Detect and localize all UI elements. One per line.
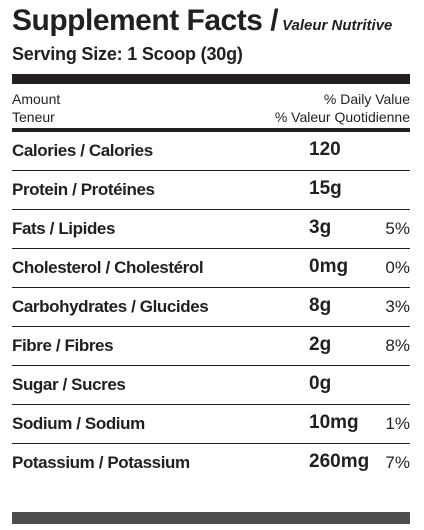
nutrient-amount: 8g [309,295,332,316]
nutrient-name: Fats / Lipides [12,219,116,238]
nutrient-row: Protein / Protéines 15g [12,171,410,210]
nutrient-daily-value: 7% [385,453,410,472]
nutrient-name: Calories / Calories [12,141,153,160]
nutrient-amount: 120 [309,139,341,160]
bottom-divider [12,512,410,524]
column-header: Amount Teneur % Daily Value % Valeur Quo… [12,84,410,128]
panel-title: Supplement Facts / Valeur Nutritive [12,4,410,40]
nutrient-name: Protein / Protéines [12,180,155,199]
daily-value-header-en: % Daily Value [323,91,410,107]
nutrient-row: Carbohydrates / Glucides 8g 3% [12,288,410,327]
nutrient-row: Potassium / Potassium 260mg 7% [12,444,410,483]
nutrient-list: Calories / Calories 120 Protein / Protéi… [12,132,410,483]
nutrient-amount: 3g [309,217,332,238]
nutrient-row: Sugar / Sucres 0g [12,366,410,405]
amount-header-fr: Teneur [12,109,55,125]
nutrient-daily-value: 8% [385,336,410,355]
nutrient-name: Carbohydrates / Glucides [12,297,209,316]
top-divider [12,74,410,84]
nutrient-row: Sodium / Sodium 10mg 1% [12,405,410,444]
amount-header: Amount Teneur [12,90,60,126]
daily-value-header-fr: % Valeur Quotidienne [274,109,410,125]
nutrient-amount: 2g [309,334,332,355]
nutrient-daily-value: 5% [385,219,410,238]
nutrient-amount: 0g [309,373,332,394]
header-divider [12,128,410,132]
nutrient-name: Potassium / Potassium [12,453,190,472]
nutrient-name: Sodium / Sodium [12,414,145,433]
nutrient-row: Calories / Calories 120 [12,132,410,171]
title-main: Supplement Facts / [12,4,279,37]
nutrient-daily-value: 0% [385,258,410,277]
nutrient-daily-value: 3% [385,297,410,316]
nutrient-amount: 15g [309,178,342,199]
nutrient-name: Sugar / Sucres [12,375,126,394]
serving-size: Serving Size: 1 Scoop (30g) [12,44,243,64]
supplement-facts-panel: Supplement Facts / Valeur Nutritive Servi… [12,4,410,483]
daily-value-header: % Daily Value % Valeur Quotidienne [275,90,410,126]
nutrient-row: Fats / Lipides 3g 5% [12,210,410,249]
nutrient-amount: 260mg [309,451,370,472]
title-sub: Valeur Nutritive [282,17,393,34]
nutrient-amount: 10mg [309,412,359,433]
amount-header-en: Amount [12,91,61,107]
nutrient-name: Fibre / Fibres [12,336,114,355]
nutrient-row: Cholesterol / Cholestérol 0mg 0% [12,249,410,288]
nutrient-row: Fibre / Fibres 2g 8% [12,327,410,366]
nutrient-daily-value: 1% [385,414,410,433]
nutrient-name: Cholesterol / Cholestérol [12,258,204,277]
nutrient-amount: 0mg [309,256,349,277]
